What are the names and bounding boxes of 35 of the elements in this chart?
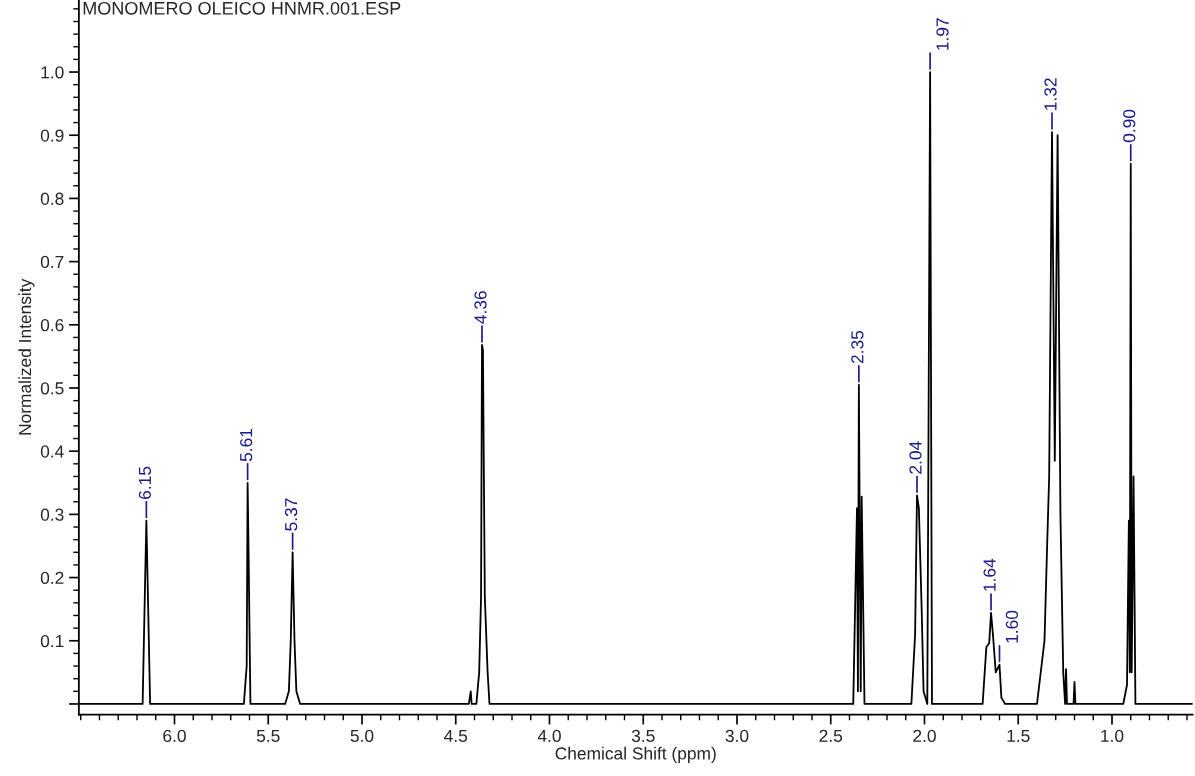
x-tick-label: 6.0 [163,729,186,743]
x-tick-label: 4.0 [537,729,561,743]
x-tick-label: 2.0 [913,729,936,743]
x-axis-title: Chemical Shift (ppm) [555,746,716,764]
y-tick-label: 0.5 [40,382,64,395]
x-tick-label: 1.5 [1007,729,1030,743]
chart-title: MONOMERO OLEICO HNMR.001.ESP [83,1,401,15]
x-tick-label: 3.0 [725,729,749,743]
x-tick-label: 1.0 [1101,729,1124,743]
annotation: 4.36 [474,291,487,324]
y-tick-label: 0.6 [40,318,64,332]
y-tick-label: 1.0 [41,66,64,79]
annotation: 6.15 [138,466,152,499]
x-tick-label: 2.5 [819,729,843,743]
annotation: 0.90 [1123,109,1136,143]
y-tick-label: 0.4 [40,445,64,458]
annotation: 2.35 [851,330,864,364]
annotation: 5.37 [284,498,298,531]
annotation: 1.60 [1005,610,1019,643]
annotation: 5.61 [239,428,253,462]
annotation: 1.97 [936,18,949,50]
x-tick-label: 3.5 [631,729,655,743]
annotation: 1.64 [983,558,996,591]
annotation: 1.32 [1044,78,1057,110]
annotation: 2.04 [909,441,922,474]
x-tick-label: 5.5 [256,729,280,743]
y-tick-label: 0.7 [40,255,64,269]
y-tick-label: 0.3 [40,508,64,521]
x-tick-label: 4.5 [444,729,468,743]
y-axis-title: Normalized Intensity [18,278,35,435]
y-tick-label: 0.1 [40,634,64,648]
y-tick-label: 0.2 [40,571,64,585]
x-tick-label: 5.0 [350,729,374,743]
y-tick-label: 0.9 [40,129,64,142]
y-tick-label: 0.8 [40,192,64,205]
